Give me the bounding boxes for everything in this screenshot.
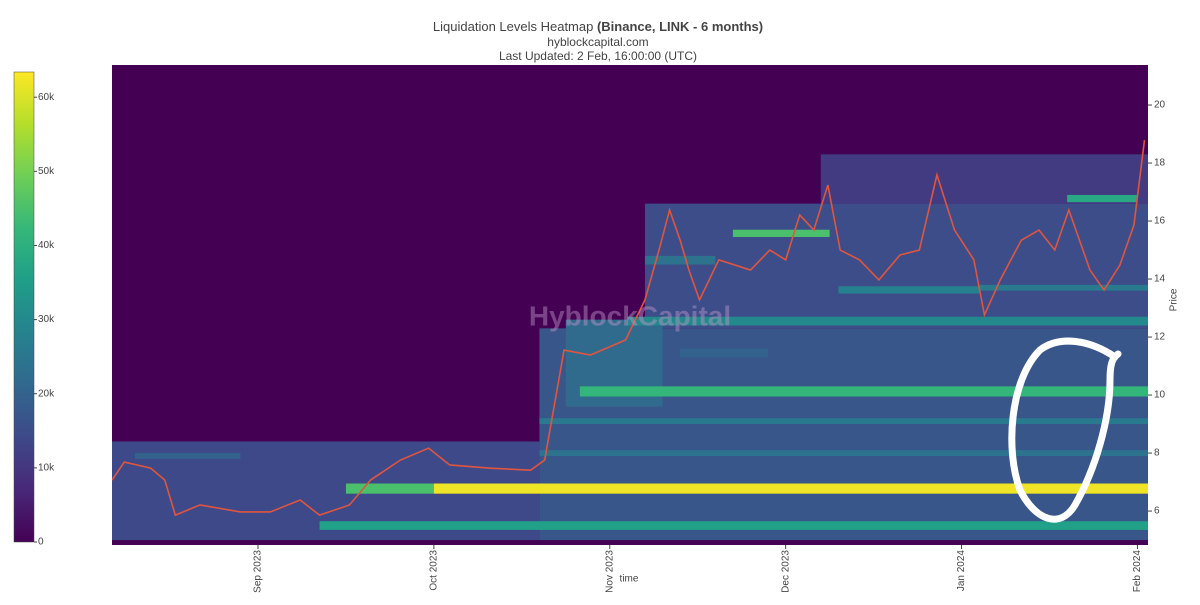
x-tick-label: Oct 2023 (429, 550, 440, 591)
heat-band (838, 286, 980, 294)
y-tick-label: 12 (1154, 332, 1166, 343)
y-tick-label: 20 (1154, 100, 1166, 111)
colorbar-tick-label: 0 (38, 537, 44, 548)
heat-band (627, 316, 1148, 326)
heat-band (732, 229, 830, 237)
chart-title: Liquidation Levels Heatmap (Binance, LIN… (433, 19, 763, 34)
x-tick-label: Sep 2023 (253, 550, 264, 593)
heat-band (1067, 194, 1138, 203)
heat-band (319, 521, 1148, 530)
subtitle: hyblockcapital.com (547, 35, 648, 49)
heat-band (979, 284, 1148, 291)
y-tick-label: 8 (1154, 448, 1160, 459)
heat-band (579, 386, 1148, 397)
heat-band (539, 450, 1148, 456)
heat-band (345, 483, 434, 494)
price-line (112, 140, 1146, 517)
y-axis-label: Price (1169, 288, 1180, 311)
title-bold: (Binance, LINK - 6 months) (597, 19, 763, 34)
colorbar-tick-label: 30k (38, 314, 55, 325)
y-tick-label: 16 (1154, 216, 1166, 227)
annotation-circle (1008, 337, 1122, 523)
x-tick-label: Jan 2024 (956, 550, 967, 592)
y-tick-label: 10 (1154, 390, 1166, 401)
y-tick-label: 14 (1154, 274, 1166, 285)
colorbar-tick-label: 40k (38, 240, 55, 251)
y-tick-label: 6 (1154, 506, 1160, 517)
watermark: HyblockCapital (529, 300, 731, 331)
title-main: Liquidation Levels Heatmap (433, 19, 593, 34)
price-layer (112, 140, 1146, 517)
colorbar-tick-label: 50k (38, 166, 55, 177)
x-tick-label: Nov 2023 (604, 550, 615, 593)
colorbar-tick-label: 60k (38, 92, 55, 103)
heat-band (644, 255, 716, 265)
colorbar-tick-label: 10k (38, 463, 55, 474)
updated-text: Last Updated: 2 Feb, 16:00:00 (UTC) (499, 49, 697, 63)
x-tick-label: Feb 2024 (1132, 550, 1143, 593)
heat-band (134, 453, 241, 459)
y-tick-label: 18 (1154, 158, 1166, 169)
heat-band (433, 483, 1148, 494)
colorbar (13, 71, 35, 543)
x-tick-label: Dec 2023 (780, 550, 791, 593)
x-axis-label: time (620, 574, 639, 585)
colorbar-tick-label: 20k (38, 388, 55, 399)
heat-band (539, 418, 1148, 425)
heat-band (680, 348, 769, 358)
